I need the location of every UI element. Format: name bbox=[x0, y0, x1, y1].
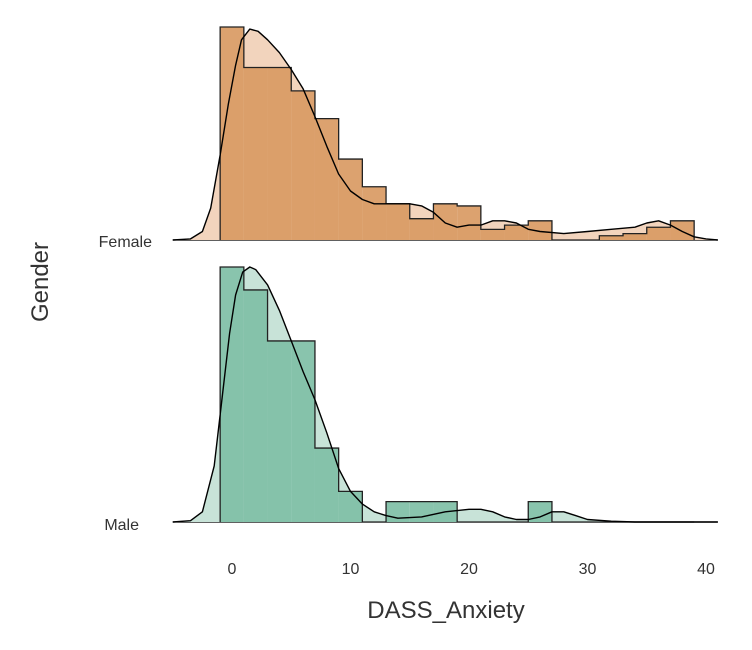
x-tick-label: 10 bbox=[342, 561, 360, 578]
hist-bar-female bbox=[599, 235, 624, 240]
group-label-female: Female bbox=[99, 234, 152, 251]
hist-bar-male bbox=[528, 501, 552, 522]
density-curve-male bbox=[172, 266, 718, 523]
group-label-male: Male bbox=[104, 517, 139, 534]
density-curve-female bbox=[172, 28, 718, 241]
ridges-layer bbox=[172, 26, 718, 523]
hist-bar-female bbox=[433, 203, 458, 240]
hist-bar-female bbox=[457, 205, 481, 240]
hist-bar-female bbox=[528, 220, 552, 240]
x-tick-label: 30 bbox=[579, 561, 597, 578]
hist-bar-male bbox=[243, 289, 268, 522]
ridge-male bbox=[172, 266, 718, 523]
hist-bar-male bbox=[409, 501, 434, 522]
hist-bar-male bbox=[220, 267, 244, 522]
hist-bar-female bbox=[623, 233, 647, 240]
hist-bar-female bbox=[314, 118, 339, 240]
hist-bar-female bbox=[386, 203, 410, 240]
hist-bar-female bbox=[220, 27, 244, 240]
hist-bar-female bbox=[670, 220, 695, 240]
ridge-female bbox=[172, 26, 718, 241]
x-tick-label: 20 bbox=[460, 561, 478, 578]
x-tick-label: 0 bbox=[228, 561, 237, 578]
x-tick-label: 40 bbox=[697, 561, 715, 578]
hist-bar-female bbox=[504, 225, 529, 240]
hist-outline-male bbox=[219, 266, 695, 523]
hist-bar-male bbox=[338, 491, 363, 522]
hist-bar-female bbox=[480, 229, 505, 240]
hist-bar-female bbox=[243, 67, 268, 240]
y-axis-title: Gender bbox=[27, 242, 54, 322]
hist-bar-male bbox=[267, 340, 292, 522]
hist-outline-female bbox=[219, 26, 695, 241]
hist-bar-male bbox=[291, 340, 315, 522]
hist-bar-female bbox=[338, 159, 363, 240]
hist-bar-male bbox=[386, 501, 410, 522]
hist-bar-female bbox=[291, 90, 315, 241]
hist-bar-female bbox=[267, 67, 292, 240]
hist-bar-male bbox=[314, 448, 339, 522]
hist-bar-female bbox=[646, 227, 671, 240]
hist-bar-female bbox=[409, 218, 434, 240]
hist-bar-female bbox=[362, 186, 387, 240]
x-axis-ticks: 0 10 20 30 40 bbox=[228, 561, 715, 578]
x-axis-title: DASS_Anxiety bbox=[367, 597, 524, 624]
